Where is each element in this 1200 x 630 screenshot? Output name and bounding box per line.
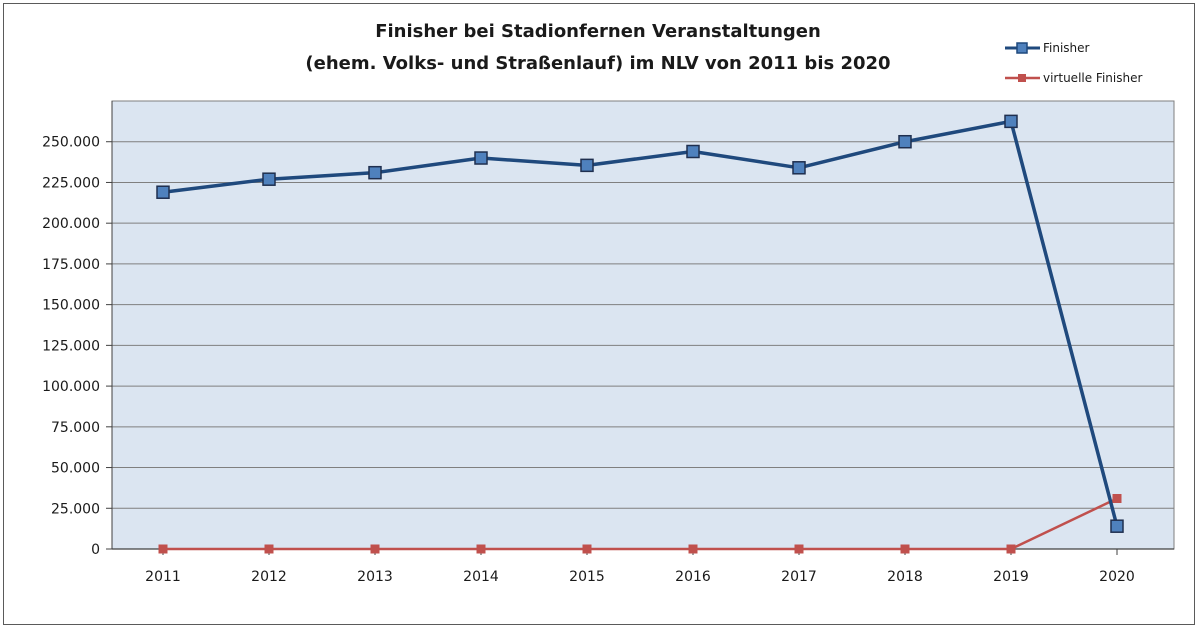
legend-virtual-marker — [1018, 74, 1026, 82]
y-tick-label: 250.000 — [42, 135, 100, 151]
y-tick-label: 225.000 — [42, 175, 100, 191]
virtual-finisher-point — [476, 544, 486, 554]
y-tick-label: 175.000 — [42, 257, 100, 273]
plot-area — [111, 100, 1175, 550]
x-tick-label: 2020 — [1099, 569, 1135, 585]
finisher-point — [1110, 519, 1124, 533]
chart-title-line-1: Finisher bei Stadionfernen Veranstaltung… — [375, 21, 821, 42]
finisher-line — [162, 119, 1119, 527]
legend-virtual-label: virtuelle Finisher — [1043, 71, 1142, 85]
y-axis-ticks: 0 25.000 50.000 75.000 100.000 125.000 150.000… — [42, 101, 1174, 558]
x-tick-label: 2011 — [145, 569, 181, 585]
virtual-finisher-point — [688, 544, 698, 554]
gridlines — [112, 141, 1174, 509]
legend-finisher-marker — [1016, 42, 1028, 54]
x-tick-label: 2013 — [357, 569, 393, 585]
finisher-point — [1004, 114, 1018, 129]
x-tick-label: 2014 — [463, 569, 499, 585]
virtual-finisher-line — [163, 497, 1118, 551]
finisher-point — [686, 144, 700, 159]
y-tick-label: 125.000 — [42, 338, 100, 354]
virtual-finisher-point — [582, 544, 592, 554]
virtual-finisher-point — [158, 544, 168, 554]
virtual-finisher-point — [900, 544, 910, 554]
y-tick-label: 50.000 — [51, 461, 100, 477]
series-lines — [156, 114, 1124, 554]
x-tick-label: 2015 — [569, 569, 605, 585]
y-tick-label: 75.000 — [51, 420, 100, 436]
y-tick-label: 0 — [91, 542, 100, 558]
y-tick-label: 100.000 — [42, 379, 100, 395]
finisher-point — [792, 161, 806, 175]
y-tick-label: 150.000 — [42, 298, 100, 314]
finisher-point — [580, 158, 594, 173]
y-tick-label: 25.000 — [51, 501, 100, 517]
x-axis-ticks: 2011 2012 2013 2014 2015 2016 2017 2018 2019 2020 — [145, 549, 1135, 585]
finisher-point — [156, 185, 170, 199]
finisher-point — [474, 151, 488, 165]
legend: Finisher virtuelle Finisher — [1005, 41, 1142, 85]
chart-title-line-2: (ehem. Volks- und Straßenlauf) im NLV vo… — [305, 53, 890, 74]
x-tick-label: 2018 — [887, 569, 923, 585]
virtual-finisher-point — [370, 544, 380, 554]
x-tick-label: 2012 — [251, 569, 287, 585]
x-tick-label: 2019 — [993, 569, 1029, 585]
finisher-point — [368, 165, 382, 180]
x-tick-label: 2016 — [675, 569, 711, 585]
virtual-finisher-point — [1112, 493, 1122, 503]
virtual-finisher-point — [794, 544, 804, 554]
y-tick-label: 200.000 — [42, 216, 100, 232]
finisher-point — [898, 134, 912, 149]
virtual-finisher-point — [1006, 544, 1016, 554]
finisher-point — [262, 172, 276, 186]
virtual-finisher-point — [264, 544, 274, 554]
x-tick-label: 2017 — [781, 569, 817, 585]
legend-finisher-label: Finisher — [1043, 41, 1090, 55]
